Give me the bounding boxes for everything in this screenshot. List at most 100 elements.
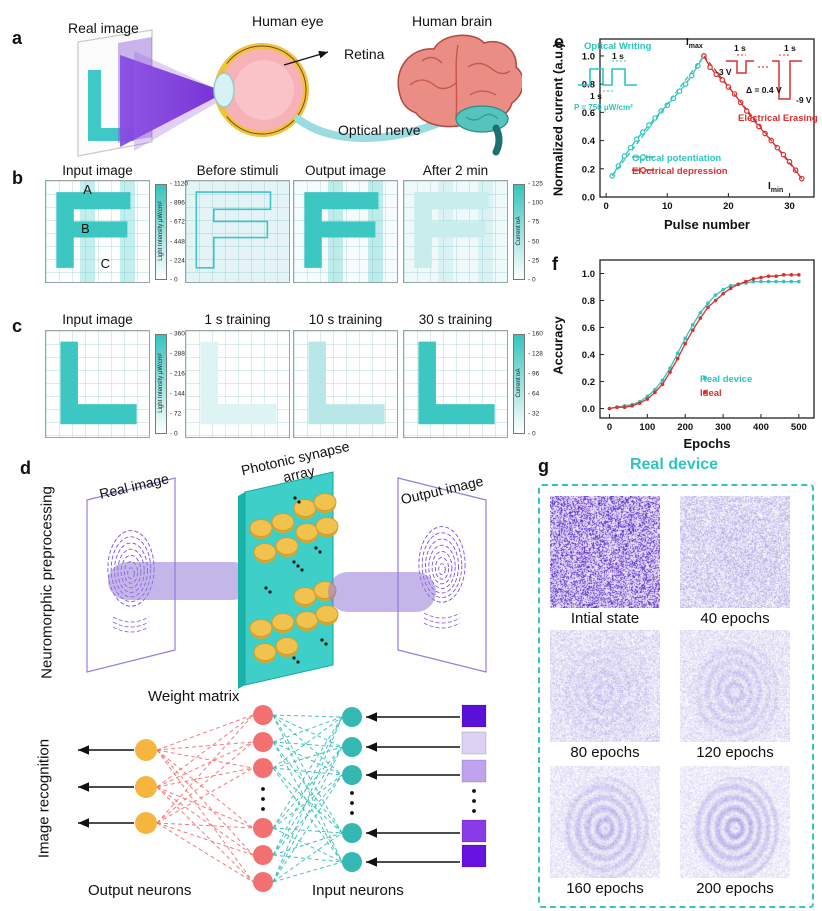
colorbar-title-light-intensity-c: Light Intensity μW/cm²	[158, 353, 164, 413]
g-label-40: 40 epochs	[700, 610, 770, 627]
svg-text:0.6: 0.6	[582, 323, 595, 334]
colorbar-gradient	[155, 184, 167, 280]
colorbar-current-b: 125 100 75 50 25 0	[513, 181, 550, 284]
chart-potentiation-depression: 0 10 20 30 0.0 0.2 0.4 0.6 0.8 1.0 Optical Writin…	[548, 25, 822, 240]
output-neuron	[135, 812, 157, 834]
colorbar-tick: 672	[170, 219, 185, 226]
panel-label-a: a	[12, 28, 23, 48]
legend-ideal: Ideal	[700, 388, 722, 399]
noise-image-initial	[550, 496, 660, 608]
colorbar-tick: 64	[528, 391, 539, 398]
optical-power-label: P = 750 μW/cm²	[574, 103, 633, 112]
input-pixel-square	[461, 704, 487, 728]
imin-annotation: Imin	[768, 181, 784, 194]
label-retina: Retina	[344, 46, 385, 62]
optical-pulse-waveform	[578, 60, 637, 92]
colorbar-tick: 896	[170, 200, 185, 207]
optic-nerve-path	[294, 115, 448, 143]
legend-real-device: Real device	[700, 374, 753, 385]
light-cone-highlight	[134, 51, 230, 151]
region-label-A: A	[83, 182, 92, 197]
title-c-1s: 1 s training	[204, 312, 271, 327]
synapse-disk	[315, 517, 339, 535]
synapse-disk	[293, 499, 317, 517]
fingerprint-illustration	[418, 526, 466, 629]
legend-marker-teal	[632, 153, 654, 161]
panel-label-d: d	[20, 458, 31, 478]
svg-text:0: 0	[603, 201, 608, 212]
colorbar-tick: 50	[528, 238, 539, 245]
colorbar-tick: 224	[170, 257, 185, 264]
light-beam	[328, 572, 436, 612]
title-c-30s: 30 s training	[418, 312, 493, 327]
synapse-disk	[271, 513, 295, 531]
colorbar-tick: 32	[528, 411, 539, 418]
label-human-eye: Human eye	[252, 13, 324, 29]
legend-electrical-depression: Electrical depression	[632, 166, 728, 177]
region-label-C: C	[100, 255, 110, 271]
noise-image-120-epochs	[680, 630, 790, 742]
svg-text:0.6: 0.6	[582, 108, 595, 119]
letter-l-shape	[88, 70, 134, 141]
input-neuron	[342, 765, 362, 785]
erase-v-start: -3 V	[716, 67, 732, 77]
erase-v-step: Δ = 0.4 V	[746, 85, 782, 95]
colorbar-tick: 72	[170, 411, 181, 418]
vision-pathway-illustration	[77, 29, 522, 157]
electrical-pulse-waveform	[726, 54, 802, 100]
g-title-real-device: Real device	[629, 456, 719, 473]
title-b-before: Before stimuli	[196, 163, 279, 178]
input-neuron	[342, 707, 362, 727]
optical-pulse-width-label: 1 s	[612, 51, 624, 61]
neural-network-diagram	[78, 704, 487, 892]
colorbar-tick: 160	[528, 331, 543, 338]
svg-text:0.2: 0.2	[582, 164, 595, 175]
colorbar-tick: 100	[528, 200, 543, 207]
label-real-image: Real image	[68, 20, 139, 36]
erase-pulse-width-1: 1 s	[734, 43, 746, 53]
synapse-disk	[253, 543, 277, 561]
label-human-brain: Human brain	[412, 13, 493, 29]
colorbar-light-intensity-c: 360 288 216 144 72 0	[155, 331, 192, 438]
input-pixel-square	[461, 844, 487, 868]
svg-text:400: 400	[753, 422, 769, 433]
colorbar-ticks: 1120 896 672 448 224 0	[170, 181, 192, 284]
erase-v-end: -9 V	[796, 95, 812, 105]
noise-image-160-epochs	[550, 766, 660, 878]
colorbar-tick: 0	[170, 431, 178, 438]
legend-marker-red-dot	[703, 390, 707, 394]
synapse-disk	[275, 537, 299, 555]
heatmap-c-30s-training	[403, 330, 508, 438]
label-weight-matrix: Weight matrix	[148, 688, 240, 705]
colorbar-gradient	[513, 334, 525, 434]
colorbar-ticks: 360 288 216 144 72 0	[170, 331, 192, 438]
colorbar-tick: 96	[528, 371, 539, 378]
colorbar-tick: 0	[528, 431, 536, 438]
colorbar-ticks: 125 100 75 50 25 0	[528, 181, 550, 284]
letter-l-very-faint	[200, 341, 277, 425]
erase-pulse-width-2: 1 s	[784, 43, 796, 53]
noise-image-80-epochs	[550, 630, 660, 742]
synapse-disk	[271, 613, 295, 631]
input-pixel-square	[461, 819, 487, 843]
hidden-neuron	[253, 872, 273, 892]
legend-marker-red	[632, 166, 654, 174]
title-b-output: Output image	[304, 163, 387, 178]
colorbar-current-c: 160 128 96 64 32 0	[513, 331, 547, 438]
synapse-disk	[253, 643, 277, 661]
svg-text:0.4: 0.4	[582, 350, 596, 361]
legend-optical-potentiation: Optical potentiation	[632, 153, 722, 164]
svg-text:0.8: 0.8	[582, 296, 595, 307]
colorbar-tick: 0	[170, 277, 178, 284]
input-pixel-square	[461, 731, 487, 755]
input-neuron	[342, 737, 362, 757]
output-neuron	[135, 739, 157, 761]
colorbar-gradient	[513, 184, 525, 280]
g-label-160: 160 epochs	[566, 880, 644, 897]
colorbar-tick: 288	[170, 351, 185, 358]
svg-text:0.0: 0.0	[582, 404, 595, 415]
panel-label-g: g	[538, 456, 549, 476]
svg-text:0.2: 0.2	[582, 377, 595, 388]
letter-f-solid	[56, 192, 131, 268]
